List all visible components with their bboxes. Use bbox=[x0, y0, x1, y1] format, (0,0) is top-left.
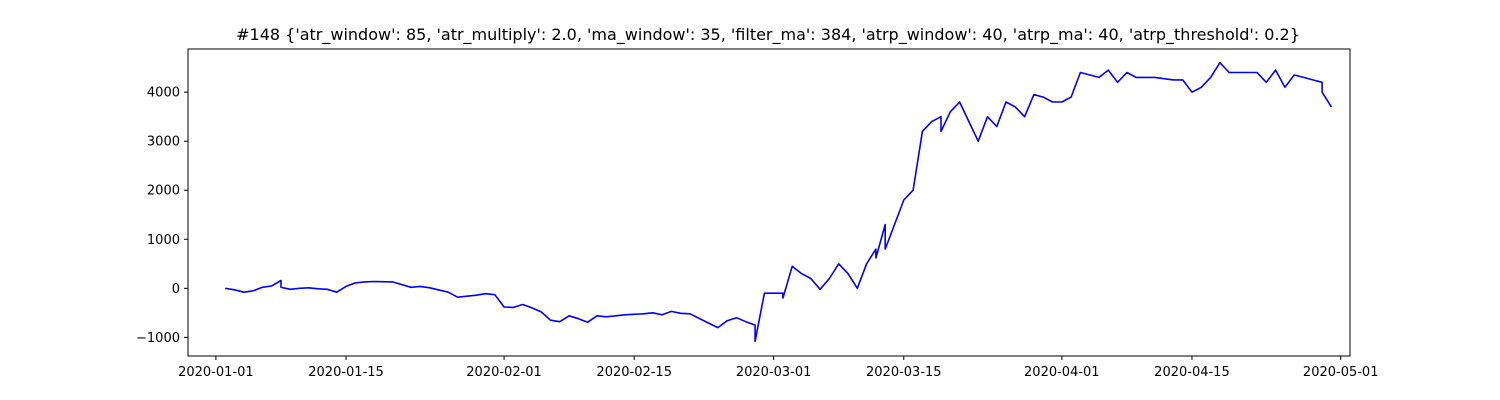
x-tick-label: 2020-05-01 bbox=[1303, 365, 1379, 380]
chart-title: #148 {'atr_window': 85, 'atr_multiply': … bbox=[236, 25, 1300, 45]
y-tick-label: 1000 bbox=[147, 233, 180, 248]
x-tick-label: 2020-03-15 bbox=[866, 365, 942, 380]
x-tick-label: 2020-04-15 bbox=[1154, 365, 1230, 380]
plot-frame bbox=[187, 48, 1351, 357]
x-tick-label: 2020-02-01 bbox=[466, 365, 542, 380]
x-tick-label: 2020-03-01 bbox=[736, 365, 812, 380]
y-tick-label: 0 bbox=[172, 282, 180, 297]
y-tick-label: 2000 bbox=[147, 184, 180, 199]
x-tick-label: 2020-01-01 bbox=[178, 365, 254, 380]
y-tick-label: 4000 bbox=[147, 86, 180, 101]
y-tick-label: −1000 bbox=[136, 331, 180, 346]
x-tick-label: 2020-01-15 bbox=[308, 365, 384, 380]
series-line-0 bbox=[225, 61, 1333, 343]
series-layer bbox=[225, 61, 1333, 343]
x-tick-label: 2020-04-01 bbox=[1024, 365, 1100, 380]
axes-layer: 2020-01-01 2020-01-15 2020-02-01 2020-02-15… bbox=[136, 48, 1379, 380]
x-tick-label: 2020-02-15 bbox=[596, 365, 672, 380]
y-tick-label: 3000 bbox=[147, 135, 180, 150]
